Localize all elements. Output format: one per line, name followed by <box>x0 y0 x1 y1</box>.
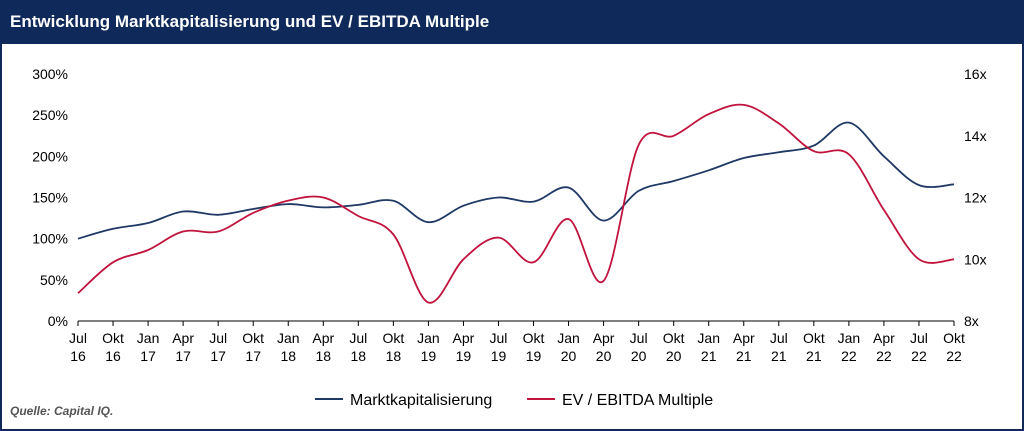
x-tick-label: Jan <box>557 330 580 346</box>
x-tick-label: 21 <box>771 348 787 364</box>
x-tick-label: Apr <box>593 330 615 346</box>
y-right-tick-label: 10x <box>964 251 987 267</box>
y-right-tick-label: 12x <box>964 190 987 206</box>
chart-legend: Marktkapitalisierung EV / EBITDA Multiple <box>315 392 713 409</box>
x-tick-label: Jul <box>770 330 788 346</box>
y-left-tick-label: 250% <box>32 107 68 123</box>
x-tick-label: Okt <box>663 330 685 346</box>
x-tick-label: 19 <box>491 348 507 364</box>
x-tick-label: 19 <box>526 348 542 364</box>
y-left-tick-label: 150% <box>32 190 68 206</box>
x-tick-label: Jan <box>838 330 861 346</box>
x-tick-label: Okt <box>943 330 965 346</box>
x-tick-label: Okt <box>102 330 124 346</box>
x-tick-label: 17 <box>245 348 261 364</box>
chart-axes: Jul 16 Okt 16 Jan 17 Apr 17 Jul 17 Okt 17 Jan 18 Apr 18… <box>32 66 986 364</box>
x-tick-label: 21 <box>806 348 822 364</box>
y-left-tick-label: 300% <box>32 66 68 82</box>
x-tick-label: Jul <box>910 330 928 346</box>
x-tick-label: 20 <box>596 348 612 364</box>
chart-title: Entwicklung Marktkapitalisierung und EV … <box>10 12 490 31</box>
x-tick-label: Jan <box>137 330 160 346</box>
x-tick-label: Jan <box>697 330 720 346</box>
x-tick-label: Jul <box>349 330 367 346</box>
x-tick-label: Apr <box>312 330 334 346</box>
x-tick-label: 22 <box>841 348 857 364</box>
x-tick-label: Okt <box>803 330 825 346</box>
series-line-marktkapitalisierung <box>77 121 955 240</box>
x-tick-label: 21 <box>736 348 752 364</box>
legend-label: Marktkapitalisierung <box>350 392 492 409</box>
x-tick-label: Jan <box>417 330 440 346</box>
title-bar: Entwicklung Marktkapitalisierung und EV … <box>2 2 1022 44</box>
x-tick-label: Apr <box>873 330 895 346</box>
y-left-tick-label: 200% <box>32 148 68 164</box>
x-tick-label: Okt <box>382 330 404 346</box>
x-tick-label: Okt <box>523 330 545 346</box>
chart-series <box>77 103 955 304</box>
x-tick-label: 22 <box>946 348 962 364</box>
x-tick-label: 17 <box>175 348 191 364</box>
x-tick-label: 20 <box>561 348 577 364</box>
x-tick-label: 16 <box>105 348 121 364</box>
x-tick-label: 18 <box>315 348 331 364</box>
x-tick-label: 18 <box>280 348 296 364</box>
x-tick-label: 19 <box>421 348 437 364</box>
x-tick-label: 22 <box>911 348 927 364</box>
x-tick-label: 16 <box>70 348 86 364</box>
x-tick-label: 21 <box>701 348 717 364</box>
x-tick-label: Jul <box>209 330 227 346</box>
x-tick-label: Jan <box>277 330 300 346</box>
x-tick-label: 20 <box>666 348 682 364</box>
x-tick-label: 22 <box>876 348 892 364</box>
x-tick-label: Apr <box>453 330 475 346</box>
x-tick-label: 17 <box>140 348 156 364</box>
series-line-ev-ebitda-multiple <box>77 103 955 304</box>
x-tick-label: Jul <box>69 330 87 346</box>
x-tick-label: 20 <box>631 348 647 364</box>
y-right-tick-label: 8x <box>964 313 979 329</box>
y-left-tick-label: 0% <box>48 313 68 329</box>
x-tick-label: Jul <box>630 330 648 346</box>
y-left-tick-label: 100% <box>32 231 68 247</box>
x-tick-label: 18 <box>386 348 402 364</box>
y-right-tick-label: 14x <box>964 128 987 144</box>
x-tick-label: Apr <box>733 330 755 346</box>
y-left-tick-label: 50% <box>40 272 68 288</box>
x-tick-label: Jul <box>490 330 508 346</box>
source-note: Quelle: Capital IQ. <box>10 404 114 418</box>
x-tick-label: Okt <box>242 330 264 346</box>
legend-label: EV / EBITDA Multiple <box>562 392 713 409</box>
x-tick-label: Apr <box>172 330 194 346</box>
x-tick-label: 17 <box>210 348 226 364</box>
x-tick-label: 18 <box>351 348 367 364</box>
x-tick-label: 19 <box>456 348 472 364</box>
y-right-tick-label: 16x <box>964 66 987 82</box>
